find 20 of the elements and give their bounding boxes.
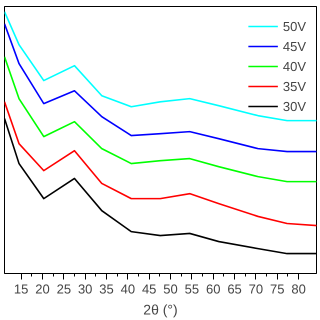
x-tick-label: 20 [35,282,50,296]
x-tick-label: 15 [14,282,28,296]
x-axis-title: 2θ (°) [143,302,178,318]
x-tick-label: 35 [99,282,114,296]
x-tick-label: 40 [120,282,136,296]
x-tick-label: 55 [184,282,200,296]
x-tick-label: 60 [206,282,220,296]
legend-label: 50V [282,18,306,34]
x-tick-label: 75 [270,282,284,296]
legend-label: 40V [282,58,306,74]
x-tick-label: 70 [248,282,264,296]
x-tick-label: 45 [142,282,156,296]
x-tick-label: 50 [163,282,178,296]
x-tick-label: 80 [291,282,306,296]
legend-label: 35V [282,78,306,94]
legend-label: 45V [282,38,306,54]
x-tick-label: 30 [78,282,92,296]
x-tick-label: 65 [227,282,242,296]
x-tick-label: 25 [56,282,72,296]
legend-label: 30V [282,98,306,114]
